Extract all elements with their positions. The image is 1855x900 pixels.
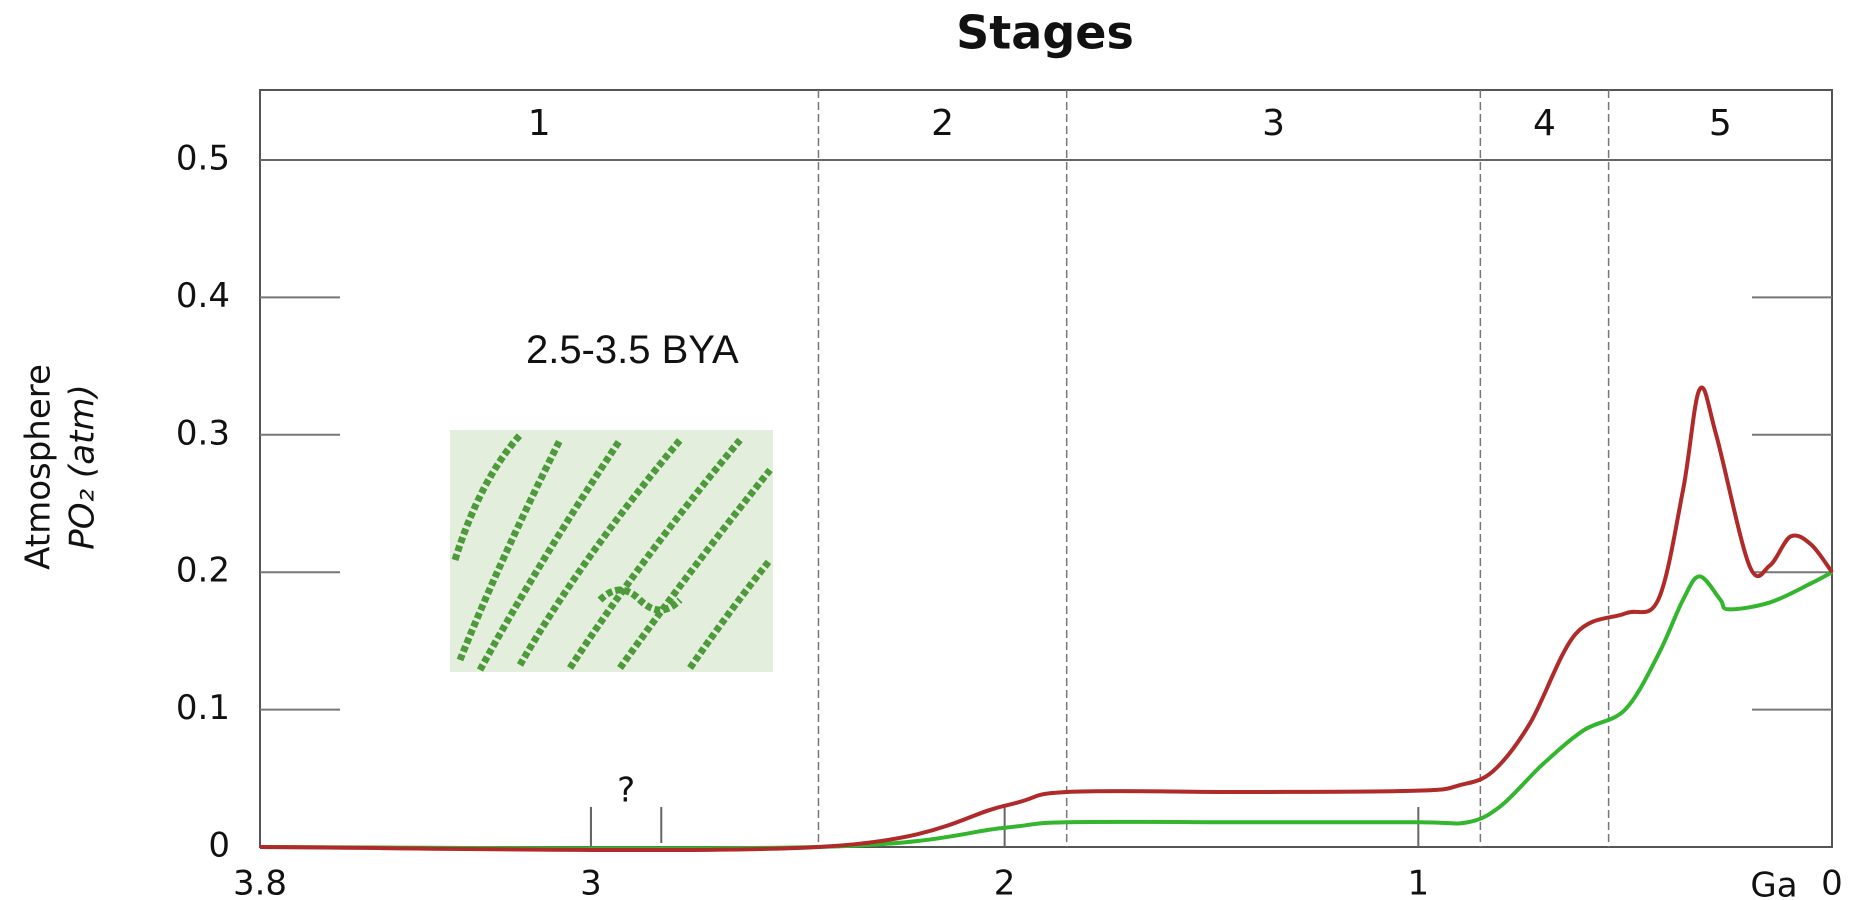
y-tick-label: 0.1	[176, 688, 230, 728]
stage-label: 3	[1262, 103, 1285, 144]
stage-label: 2	[931, 103, 954, 144]
y-axis-label: Atmosphere	[19, 364, 59, 570]
stage-label: 5	[1709, 103, 1732, 144]
y-axis-label: PO₂ (atm)	[63, 384, 103, 550]
x-tick-label: 2	[994, 864, 1016, 900]
y-tick-label: 0.3	[176, 413, 230, 453]
photo	[450, 430, 773, 672]
y-tick-label: 0	[208, 826, 230, 866]
y-tick-label: 0.5	[176, 139, 230, 179]
y-tick-label: 0.2	[176, 551, 230, 591]
annotation: ?	[617, 771, 635, 811]
annotation: 2.5-3.5 BYA	[526, 328, 739, 372]
chart: Stages Atmosphere PO₂ (atm) 0 0.1 0.2 0.3 0.…	[0, 0, 1855, 900]
stage-label: 1	[528, 103, 551, 144]
stage-label: 4	[1533, 103, 1556, 144]
x-tick-label: 1	[1407, 864, 1429, 900]
x-axis-label: Ga	[1750, 866, 1797, 900]
x-tick-label: 0	[1821, 864, 1843, 900]
x-tick-label: 3	[580, 864, 602, 900]
x-tick-label: 3.8	[233, 864, 287, 900]
chart-title: Stages	[956, 6, 1134, 60]
y-tick-label: 0.4	[176, 276, 230, 316]
